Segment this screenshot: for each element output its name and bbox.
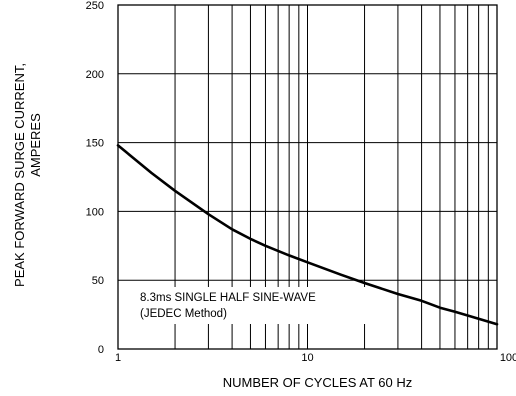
y-tick-labels: 0 50 100 150 200 250 [86,0,104,356]
x-axis-label: NUMBER OF CYCLES AT 60 Hz [223,375,413,390]
y-axis-label-line-2: AMPERES [28,113,43,177]
y-tick-label: 50 [92,275,104,287]
grid [118,5,497,349]
plot-frame [117,4,498,350]
series-line-surge-current [116,144,499,326]
annotation-line-1: 8.3ms SINGLE HALF SINE-WAVE [140,292,316,304]
x-tick-label: 1 [115,352,121,364]
y-tick-label: 250 [86,0,104,12]
annotation-background [132,287,372,324]
x-tick-label: 100 [500,352,516,364]
x-tick-labels: 1 10 100 [115,352,516,364]
y-tick-label: 0 [98,344,104,356]
y-axis-label-line-1: PEAK FORWARD SURGE CURRENT, [12,63,27,287]
y-tick-label: 200 [86,69,104,81]
plot-border [117,4,498,350]
annotation-line-2: (JEDEC Method) [140,308,227,320]
y-tick-label: 150 [86,138,104,150]
y-tick-label: 100 [86,206,104,218]
x-tick-label: 10 [301,352,313,364]
series-layer [116,144,499,326]
